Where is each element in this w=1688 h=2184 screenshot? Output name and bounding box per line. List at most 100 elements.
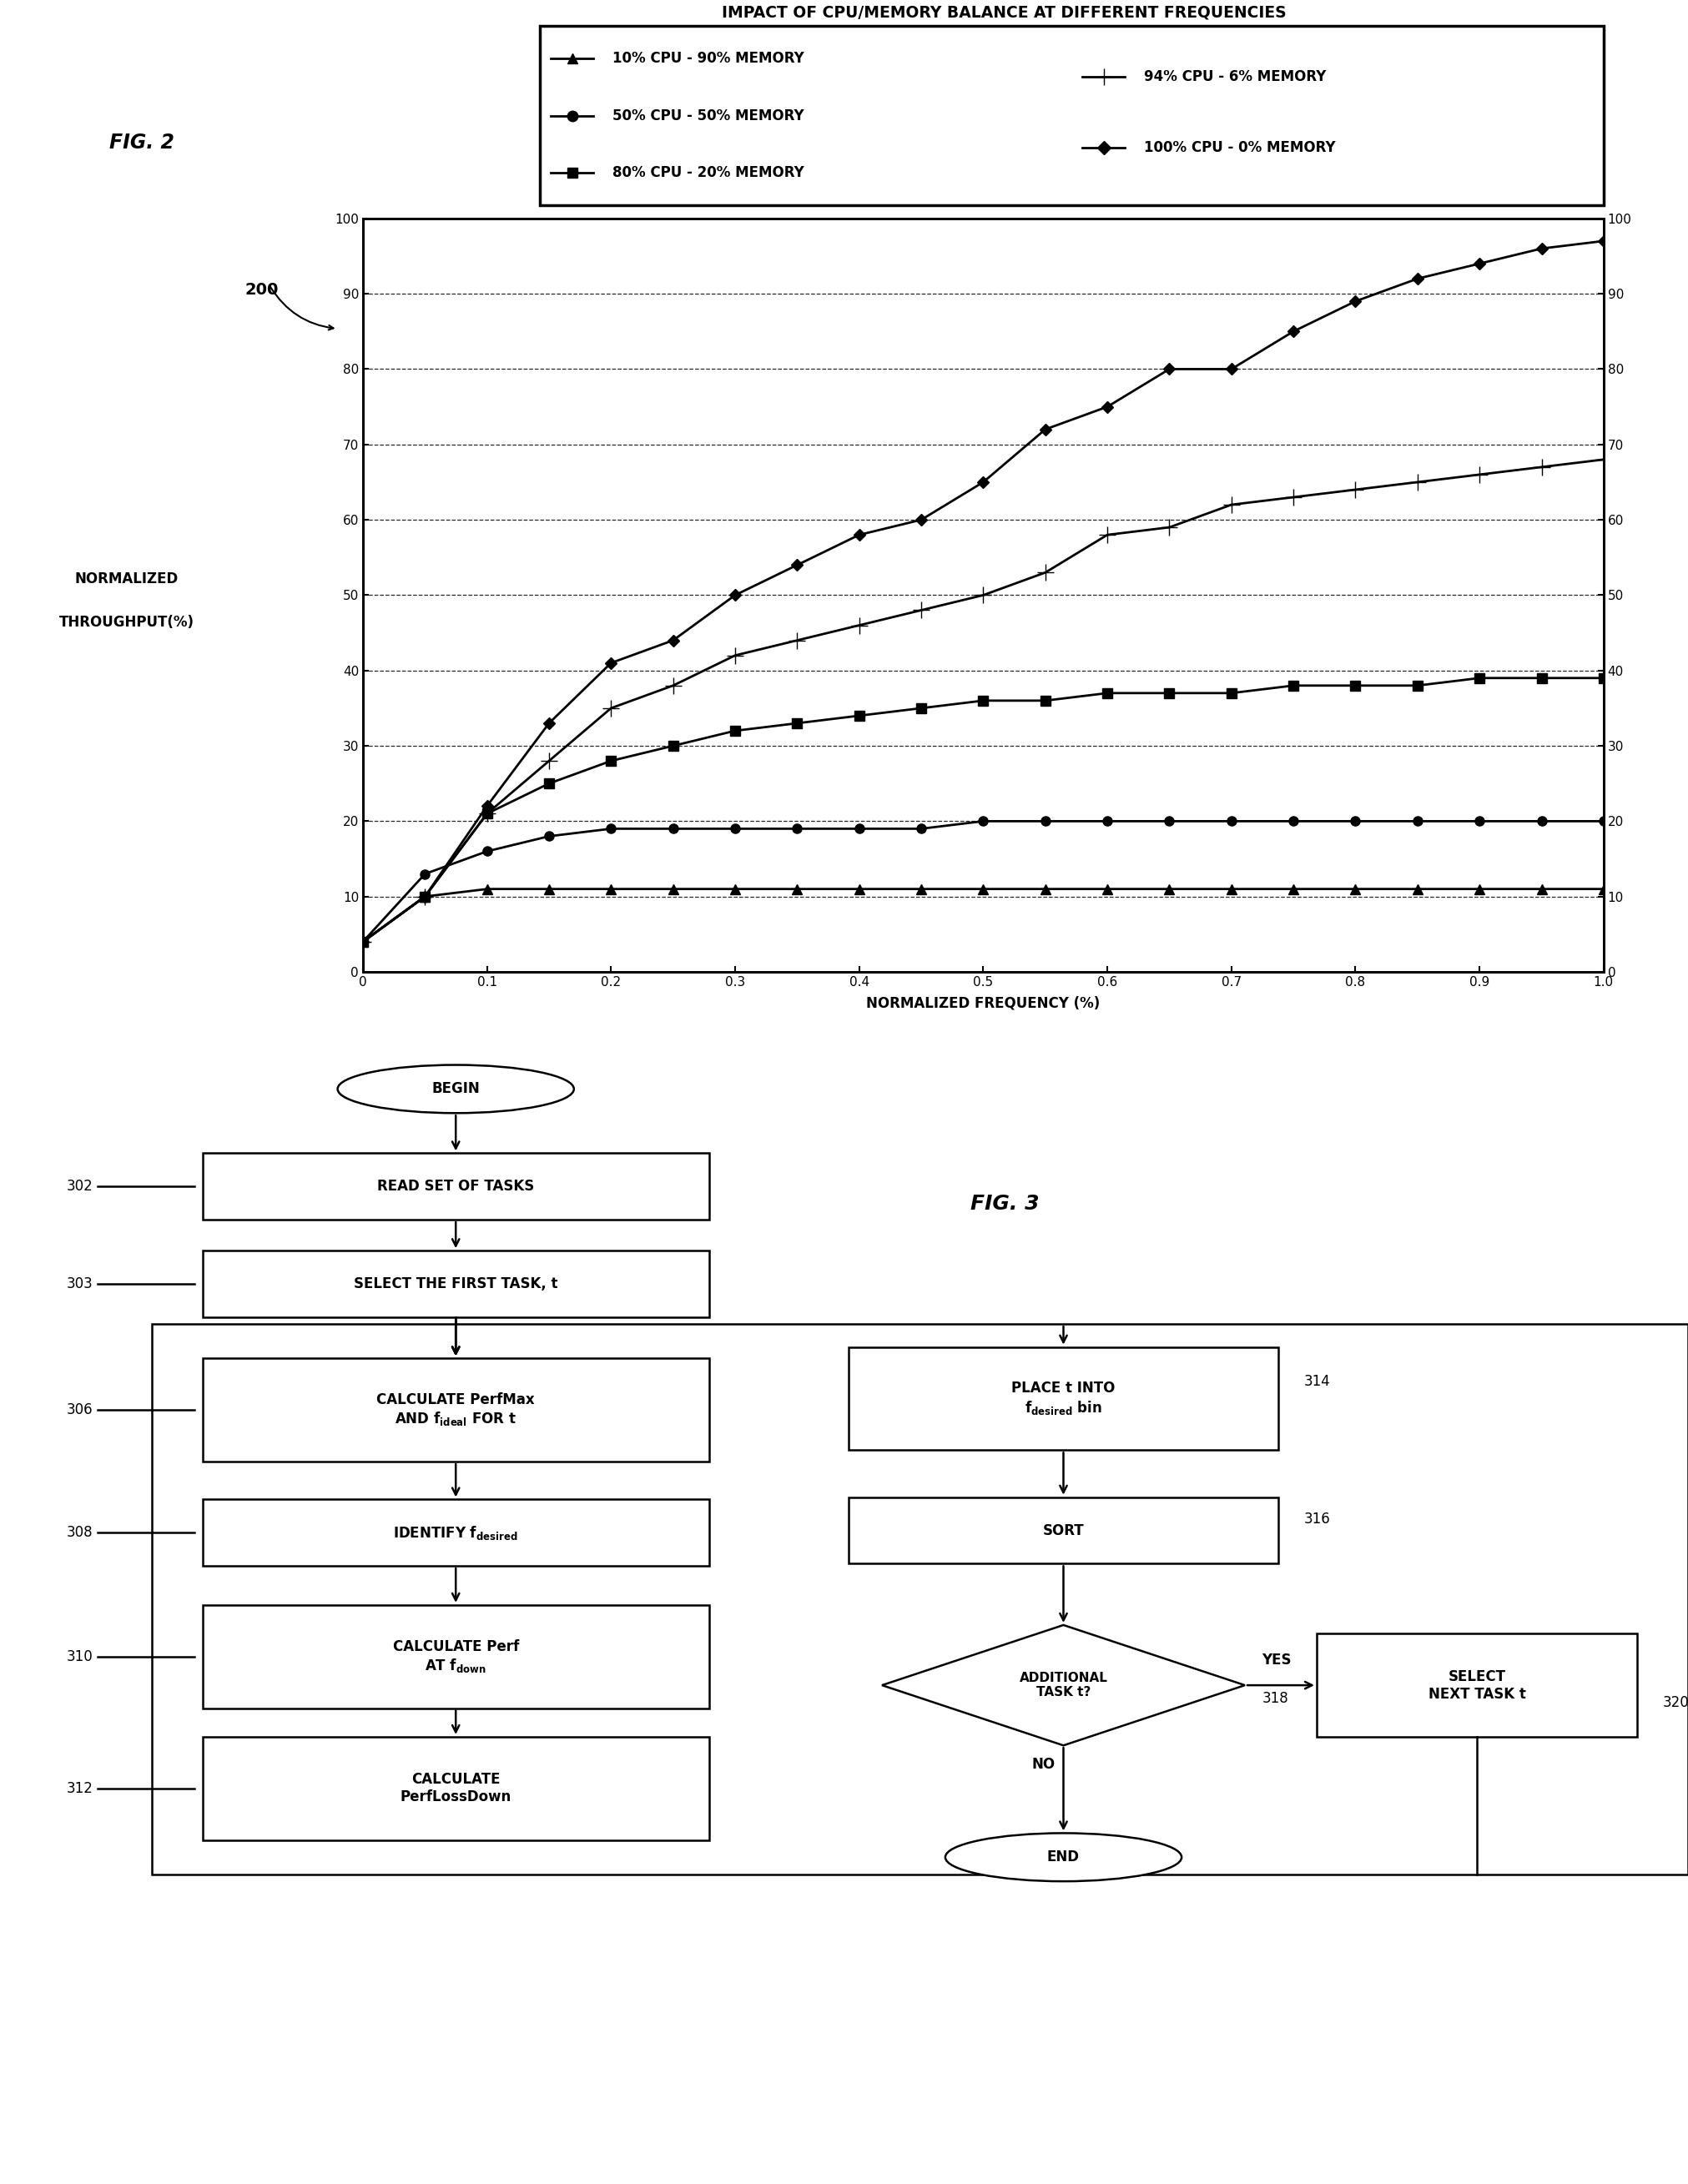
94% CPU - 6% MEMORY (1097, 522, 1117, 548)
80% CPU - 20% MEMORY (972, 688, 993, 714)
10% CPU - 90% MEMORY (787, 876, 807, 902)
Text: NORMALIZED: NORMALIZED (74, 572, 179, 585)
50% CPU - 50% MEMORY (476, 839, 496, 865)
Text: SELECT THE FIRST TASK, t: SELECT THE FIRST TASK, t (354, 1275, 557, 1291)
50% CPU - 50% MEMORY (724, 815, 744, 841)
80% CPU - 20% MEMORY (538, 771, 559, 797)
50% CPU - 50% MEMORY (415, 860, 436, 887)
Text: 310: 310 (66, 1649, 93, 1664)
FancyBboxPatch shape (203, 1605, 709, 1708)
80% CPU - 20% MEMORY (1469, 664, 1489, 690)
94% CPU - 6% MEMORY (1593, 446, 1614, 472)
Text: READ SET OF TASKS: READ SET OF TASKS (376, 1179, 535, 1195)
100% CPU - 0% MEMORY (538, 710, 559, 736)
FancyBboxPatch shape (203, 1251, 709, 1317)
Text: PLACE t INTO
f$_{\mathregular{desired}}$ bin: PLACE t INTO f$_{\mathregular{desired}}$… (1011, 1380, 1116, 1415)
Text: 10% CPU - 90% MEMORY: 10% CPU - 90% MEMORY (613, 50, 803, 66)
94% CPU - 6% MEMORY (1345, 476, 1366, 502)
100% CPU - 0% MEMORY (787, 553, 807, 579)
Text: 318: 318 (1261, 1690, 1288, 1706)
FancyBboxPatch shape (203, 1358, 709, 1461)
94% CPU - 6% MEMORY (972, 581, 993, 607)
50% CPU - 50% MEMORY (1160, 808, 1180, 834)
80% CPU - 20% MEMORY (601, 747, 621, 773)
94% CPU - 6% MEMORY (601, 695, 621, 721)
Text: 312: 312 (66, 1780, 93, 1795)
94% CPU - 6% MEMORY (353, 928, 373, 954)
50% CPU - 50% MEMORY (1283, 808, 1303, 834)
100% CPU - 0% MEMORY (1035, 417, 1055, 443)
Text: 308: 308 (66, 1524, 93, 1540)
94% CPU - 6% MEMORY (538, 747, 559, 773)
Text: 306: 306 (66, 1402, 93, 1417)
10% CPU - 90% MEMORY (1408, 876, 1428, 902)
10% CPU - 90% MEMORY (415, 882, 436, 909)
10% CPU - 90% MEMORY (1469, 876, 1489, 902)
80% CPU - 20% MEMORY (1283, 673, 1303, 699)
10% CPU - 90% MEMORY (1283, 876, 1303, 902)
Line: 80% CPU - 20% MEMORY: 80% CPU - 20% MEMORY (358, 673, 1609, 946)
Text: 303: 303 (66, 1275, 93, 1291)
FancyBboxPatch shape (203, 1153, 709, 1219)
10% CPU - 90% MEMORY (663, 876, 684, 902)
50% CPU - 50% MEMORY (353, 928, 373, 954)
10% CPU - 90% MEMORY (724, 876, 744, 902)
94% CPU - 6% MEMORY (849, 612, 869, 638)
Text: ADDITIONAL
TASK t?: ADDITIONAL TASK t? (1020, 1671, 1107, 1699)
94% CPU - 6% MEMORY (1035, 559, 1055, 585)
80% CPU - 20% MEMORY (849, 703, 869, 729)
80% CPU - 20% MEMORY (1160, 679, 1180, 705)
10% CPU - 90% MEMORY (476, 876, 496, 902)
100% CPU - 0% MEMORY (1469, 251, 1489, 277)
50% CPU - 50% MEMORY (787, 815, 807, 841)
Text: BEGIN: BEGIN (432, 1081, 479, 1096)
50% CPU - 50% MEMORY (1531, 808, 1551, 834)
FancyBboxPatch shape (847, 1348, 1278, 1450)
50% CPU - 50% MEMORY (849, 815, 869, 841)
80% CPU - 20% MEMORY (1531, 664, 1551, 690)
80% CPU - 20% MEMORY (476, 802, 496, 828)
80% CPU - 20% MEMORY (787, 710, 807, 736)
80% CPU - 20% MEMORY (415, 882, 436, 909)
Text: 100% CPU - 0% MEMORY: 100% CPU - 0% MEMORY (1144, 140, 1335, 155)
100% CPU - 0% MEMORY (849, 522, 869, 548)
Line: 50% CPU - 50% MEMORY: 50% CPU - 50% MEMORY (358, 817, 1609, 946)
Polygon shape (881, 1625, 1244, 1745)
Text: 316: 316 (1303, 1511, 1330, 1527)
10% CPU - 90% MEMORY (1531, 876, 1551, 902)
Text: END: END (1047, 1850, 1080, 1865)
50% CPU - 50% MEMORY (1097, 808, 1117, 834)
Text: SORT: SORT (1043, 1522, 1084, 1538)
Text: 94% CPU - 6% MEMORY: 94% CPU - 6% MEMORY (1144, 70, 1327, 83)
94% CPU - 6% MEMORY (1160, 513, 1180, 539)
100% CPU - 0% MEMORY (415, 882, 436, 909)
50% CPU - 50% MEMORY (1220, 808, 1241, 834)
80% CPU - 20% MEMORY (1097, 679, 1117, 705)
50% CPU - 50% MEMORY (538, 823, 559, 850)
80% CPU - 20% MEMORY (1593, 664, 1614, 690)
50% CPU - 50% MEMORY (1408, 808, 1428, 834)
Text: FIG. 3: FIG. 3 (971, 1195, 1040, 1214)
Text: 200: 200 (245, 282, 279, 299)
Text: IMPACT OF CPU/MEMORY BALANCE AT DIFFERENT FREQUENCIES: IMPACT OF CPU/MEMORY BALANCE AT DIFFEREN… (722, 4, 1286, 20)
Text: 320: 320 (1663, 1695, 1688, 1710)
10% CPU - 90% MEMORY (1035, 876, 1055, 902)
Line: 100% CPU - 0% MEMORY: 100% CPU - 0% MEMORY (360, 236, 1607, 946)
94% CPU - 6% MEMORY (476, 802, 496, 828)
100% CPU - 0% MEMORY (724, 581, 744, 607)
Text: SELECT
NEXT TASK t: SELECT NEXT TASK t (1428, 1669, 1526, 1701)
94% CPU - 6% MEMORY (787, 627, 807, 653)
100% CPU - 0% MEMORY (601, 651, 621, 677)
10% CPU - 90% MEMORY (1097, 876, 1117, 902)
100% CPU - 0% MEMORY (1408, 266, 1428, 293)
94% CPU - 6% MEMORY (1283, 485, 1303, 511)
80% CPU - 20% MEMORY (1220, 679, 1241, 705)
10% CPU - 90% MEMORY (1345, 876, 1366, 902)
50% CPU - 50% MEMORY (601, 815, 621, 841)
10% CPU - 90% MEMORY (1160, 876, 1180, 902)
80% CPU - 20% MEMORY (724, 719, 744, 745)
100% CPU - 0% MEMORY (1283, 319, 1303, 345)
100% CPU - 0% MEMORY (1097, 393, 1117, 419)
50% CPU - 50% MEMORY (1469, 808, 1489, 834)
10% CPU - 90% MEMORY (912, 876, 932, 902)
